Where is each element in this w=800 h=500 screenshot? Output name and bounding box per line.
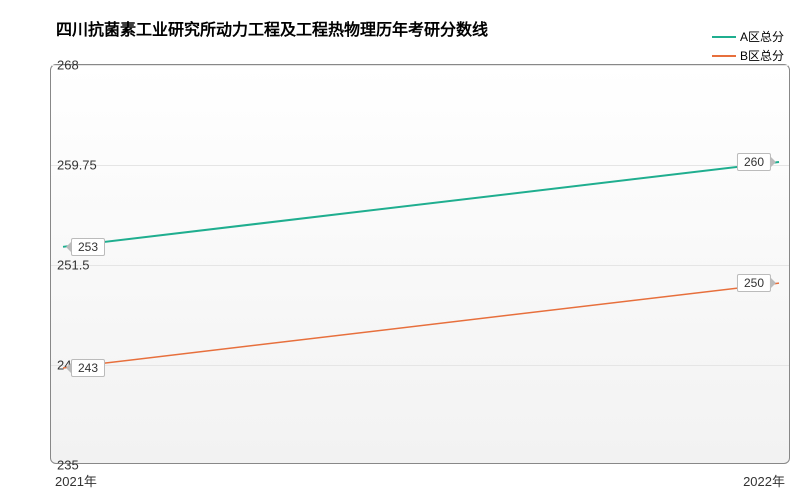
point-label: 260 bbox=[737, 153, 771, 171]
legend-item-b: B区总分 bbox=[712, 47, 784, 64]
legend-label-a: A区总分 bbox=[740, 28, 784, 45]
series-line bbox=[63, 283, 779, 368]
legend-label-b: B区总分 bbox=[740, 47, 784, 64]
x-tick-label: 2021年 bbox=[55, 471, 97, 490]
series-svg bbox=[51, 65, 791, 465]
chart-title: 四川抗菌素工业研究所动力工程及工程热物理历年考研分数线 bbox=[56, 16, 488, 40]
legend: A区总分 B区总分 bbox=[712, 28, 784, 66]
legend-swatch-a bbox=[712, 36, 736, 38]
chart-container: 四川抗菌素工业研究所动力工程及工程热物理历年考研分数线 A区总分 B区总分 23… bbox=[0, 0, 800, 500]
point-label: 253 bbox=[71, 238, 105, 256]
legend-swatch-b bbox=[712, 55, 736, 57]
point-label: 243 bbox=[71, 359, 105, 377]
plot-area: 235243.25251.5259.752682021年2022年2532602… bbox=[50, 64, 790, 464]
legend-item-a: A区总分 bbox=[712, 28, 784, 45]
point-label: 250 bbox=[737, 274, 771, 292]
series-line bbox=[63, 162, 779, 247]
x-tick-label: 2022年 bbox=[743, 471, 785, 490]
